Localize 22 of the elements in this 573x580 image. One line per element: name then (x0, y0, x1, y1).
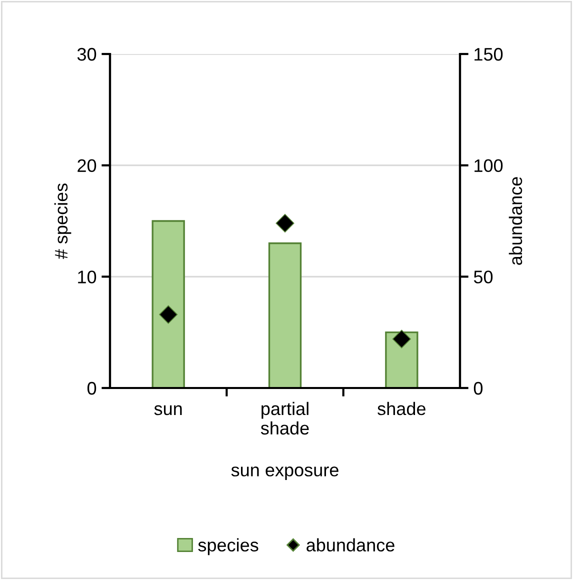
x-axis-title: sun exposure (231, 466, 338, 480)
legend-label: abundance (306, 538, 394, 552)
y-tick-label: 0 (87, 382, 96, 395)
bar (385, 332, 418, 388)
legend-label: species (198, 538, 258, 556)
y2-tick-label: 100 (474, 159, 503, 172)
y-axis-title: # species (54, 184, 72, 260)
y-tick-label: 20 (78, 159, 96, 172)
y2-tick-label: 150 (474, 48, 503, 61)
point (392, 330, 411, 348)
y-tick-label: 10 (78, 270, 96, 284)
x-tick-label: sun (154, 405, 182, 416)
x-tick-label: shade (378, 402, 426, 416)
y2-tick-label: 50 (474, 270, 493, 284)
point (276, 214, 294, 232)
point (159, 305, 178, 324)
bar (268, 242, 302, 388)
y2-tick-label: 0 (474, 382, 483, 395)
y-tick-label: 30 (77, 48, 96, 61)
y2-axis-title: abundance (508, 177, 522, 265)
x-tick-label: partial shade (260, 402, 309, 435)
bar (152, 220, 185, 388)
